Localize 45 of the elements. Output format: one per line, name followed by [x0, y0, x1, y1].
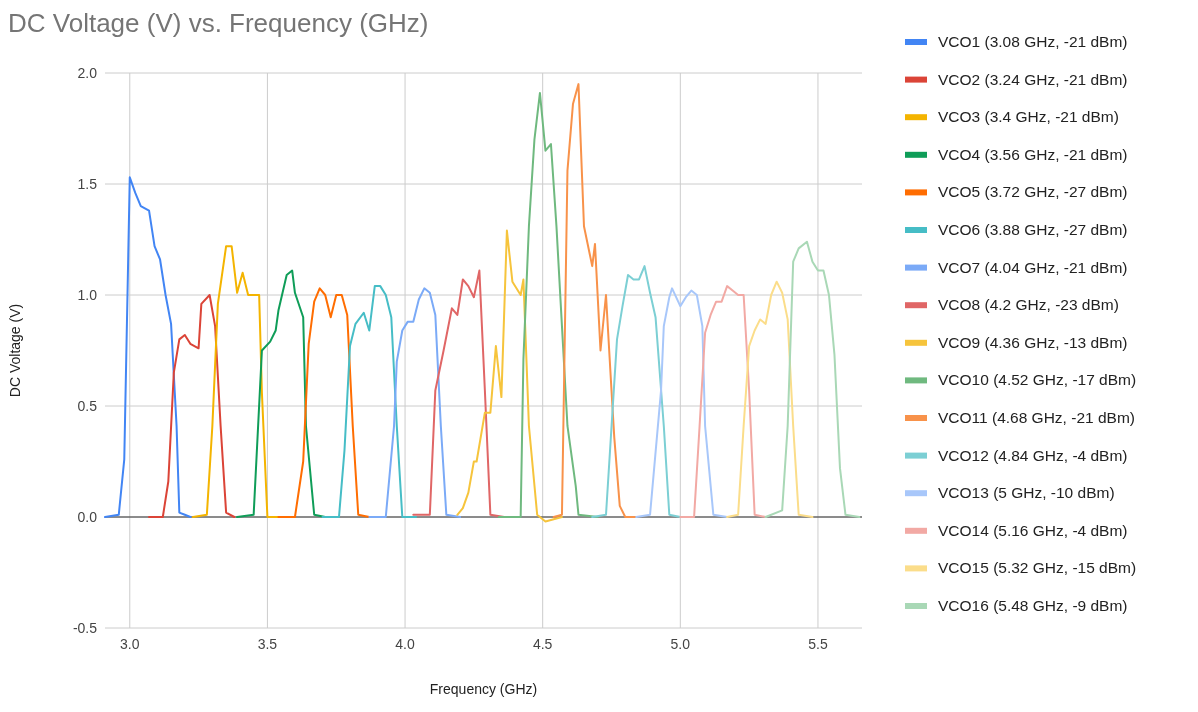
legend-label: VCO2 (3.24 GHz, -21 dBm): [938, 70, 1128, 88]
line-series: [679, 285, 767, 518]
y-tick-label: 1.5: [77, 176, 98, 192]
legend-label: VCO6 (3.88 GHz, -27 dBm): [938, 221, 1128, 238]
y-tick-label: 0.5: [77, 398, 98, 414]
line-series: [497, 91, 599, 518]
line-series: [764, 240, 861, 518]
line-series: [591, 265, 682, 518]
legend-label: VCO10 (4.52 GHz, -17 dBm): [938, 371, 1137, 389]
y-tick-label: -0.5: [72, 620, 98, 636]
x-axis-title: Frequency (GHz): [429, 681, 538, 697]
legend-label: VCO5 (3.72 GHz, -27 dBm): [938, 183, 1128, 201]
x-tick-label: 3.0: [120, 636, 140, 652]
x-tick-label: 5.0: [670, 636, 691, 652]
legend-label: VCO14 (5.16 GHz, -4 dBm): [938, 521, 1128, 539]
legend-label: VCO1 (3.08 GHz, -21 dBm): [938, 33, 1128, 50]
line-series: [192, 245, 280, 518]
line-series: [104, 176, 192, 518]
line-series: [635, 287, 729, 518]
x-tick-label: 5.5: [808, 636, 828, 652]
line-series: [321, 285, 418, 518]
legend-label: VCO12 (4.84 GHz, -4 dBm): [938, 446, 1128, 464]
x-tick-label: 4.5: [532, 636, 553, 652]
line-series: [552, 83, 638, 518]
legend-label: VCO13 (5 GHz, -10 dBm): [938, 484, 1115, 502]
legend-label: VCO8 (4.2 GHz, -23 dBm): [938, 296, 1119, 314]
y-axis-title: DC Voltage (V): [7, 303, 23, 398]
legend-label: VCO4 (3.56 GHz, -21 dBm): [938, 145, 1128, 163]
x-tick-label: 4.0: [395, 636, 415, 652]
legend-label: VCO11 (4.68 GHz, -21 dBm): [938, 409, 1135, 426]
y-tick-label: 2.0: [77, 65, 98, 81]
y-tick-label: 1.0: [77, 287, 98, 303]
line-series: [726, 280, 814, 518]
x-tick-label: 3.5: [257, 636, 278, 652]
legend-label: VCO3 (3.4 GHz, -21 dBm): [938, 108, 1119, 126]
legend-label: VCO15 (5.32 GHz, -15 dBm): [938, 559, 1137, 577]
line-series: [277, 287, 371, 518]
line-series: [456, 229, 563, 523]
line-series: [368, 287, 462, 518]
chart-title: DC Voltage (V) vs. Frequency (GHz): [8, 8, 429, 38]
y-tick-label: 0.0: [77, 509, 98, 525]
legend-label: VCO9 (4.36 GHz, -13 dBm): [938, 333, 1128, 351]
line-series: [148, 294, 236, 518]
legend-label: VCO16 (5.48 GHz, -9 dBm): [938, 597, 1128, 614]
legend-label: VCO7 (4.04 GHz, -21 dBm): [938, 258, 1128, 276]
